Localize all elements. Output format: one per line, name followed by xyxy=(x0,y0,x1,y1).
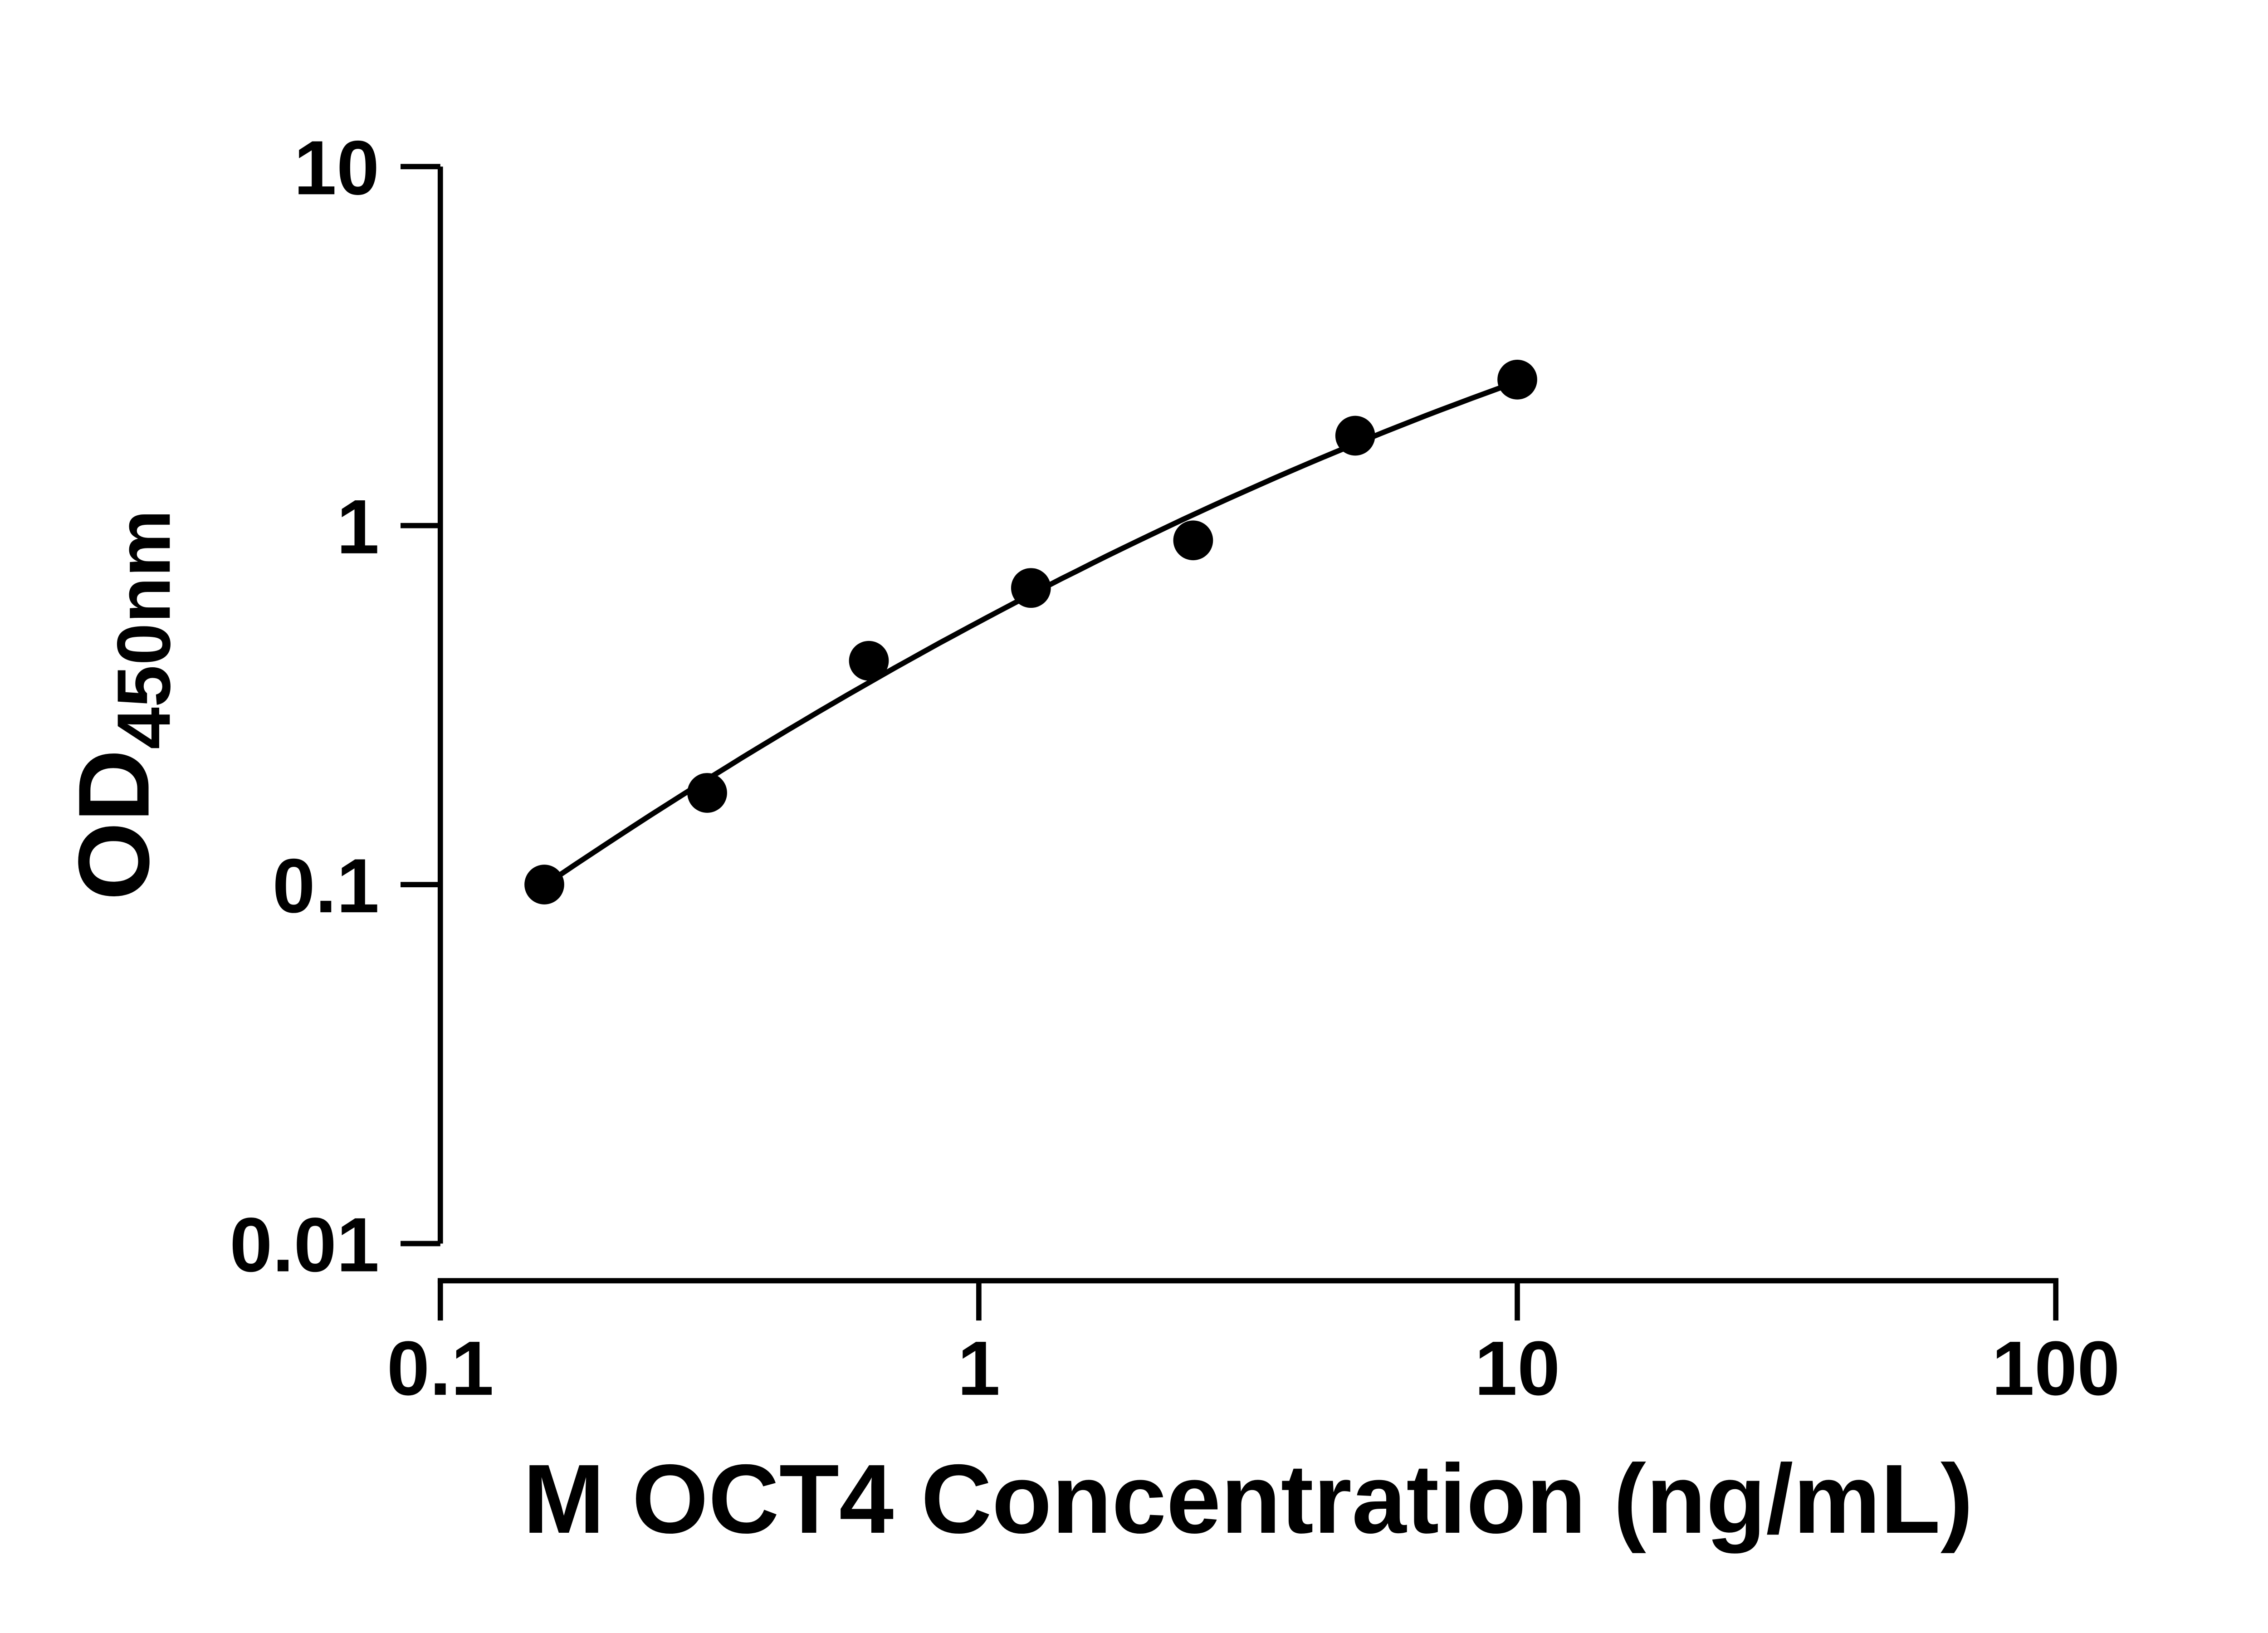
data-point xyxy=(687,773,727,813)
y-axis-title-subscript: 450nm xyxy=(102,510,186,749)
data-point xyxy=(849,640,889,681)
fit-curve xyxy=(542,379,1520,888)
x-tick-label: 10 xyxy=(1475,1325,1560,1411)
y-tick-label: 1 xyxy=(337,484,379,570)
y-tick-label: 0.1 xyxy=(273,842,380,929)
y-tick-label: 10 xyxy=(294,124,380,210)
data-point xyxy=(1335,416,1375,456)
data-point xyxy=(1497,359,1537,400)
y-axis-title-main: OD xyxy=(58,749,170,900)
x-tick-label: 1 xyxy=(958,1325,1000,1411)
y-tick-label: 0.01 xyxy=(230,1202,379,1288)
x-tick-label: 100 xyxy=(1992,1325,2120,1411)
x-axis-title: M OCT4 Concentration (ng/mL) xyxy=(523,1444,1973,1554)
data-point xyxy=(524,865,564,905)
y-axis-title: OD450nm xyxy=(58,510,186,900)
x-tick-label: 0.1 xyxy=(387,1325,494,1411)
data-point xyxy=(1173,520,1213,561)
data-point xyxy=(1011,568,1051,608)
